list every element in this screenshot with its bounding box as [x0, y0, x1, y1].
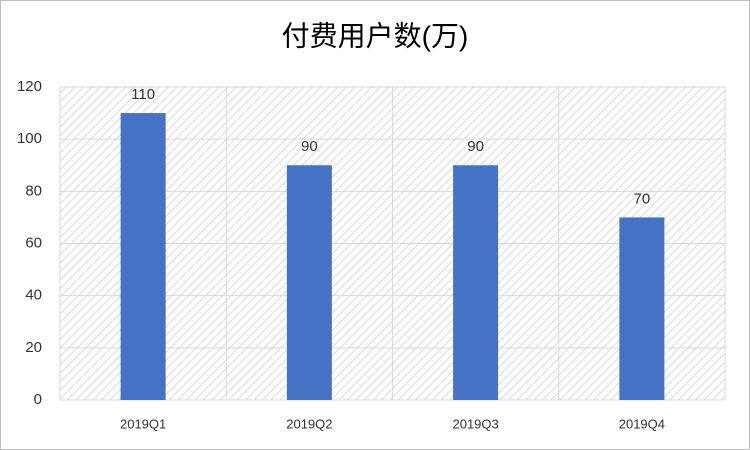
- y-tick-label: 120: [17, 78, 42, 95]
- data-label: 90: [467, 138, 484, 155]
- x-tick-label: 2019Q4: [619, 416, 665, 431]
- y-tick-label: 60: [25, 234, 42, 251]
- x-tick-label: 2019Q3: [452, 416, 498, 431]
- bar: [453, 165, 499, 400]
- bar: [619, 217, 665, 400]
- y-tick-label: 40: [25, 287, 42, 304]
- y-tick-label: 100: [17, 130, 42, 147]
- y-tick-label: 0: [34, 391, 42, 408]
- bar: [120, 113, 166, 400]
- y-tick-label: 80: [25, 182, 42, 199]
- chart-title: 付费用户数(万): [282, 20, 469, 51]
- x-tick-label: 2019Q2: [286, 416, 332, 431]
- data-label: 90: [301, 138, 318, 155]
- x-tick-label: 2019Q1: [120, 416, 166, 431]
- data-label: 110: [131, 86, 155, 103]
- bar: [286, 165, 332, 400]
- y-tick-label: 20: [25, 339, 42, 356]
- data-label: 70: [634, 190, 651, 207]
